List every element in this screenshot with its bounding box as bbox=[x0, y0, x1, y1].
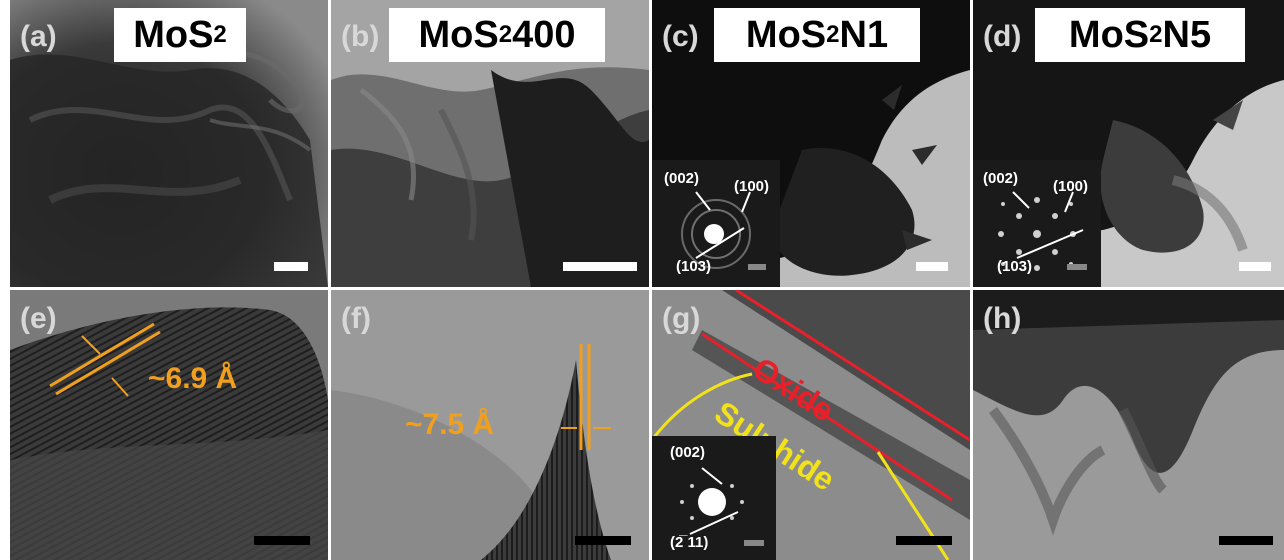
panel-a-title: MoS 2 bbox=[114, 8, 246, 62]
panel-c-title-sub: 2 bbox=[826, 21, 840, 48]
panel-d-inset-002: (002) bbox=[983, 170, 1019, 187]
panel-c-diffraction-inset: (002) (100) (103) bbox=[652, 160, 780, 287]
panel-d-inset-103: (103) bbox=[997, 258, 1033, 275]
panel-a: (a) MoS 2 bbox=[10, 0, 328, 287]
panel-h-scale-bar bbox=[1219, 536, 1273, 545]
panel-a-title-sub: 2 bbox=[213, 21, 227, 48]
panel-g-image bbox=[652, 290, 970, 560]
panel-f-scale-bar bbox=[575, 536, 631, 545]
panel-c-scale-bar bbox=[916, 262, 948, 271]
panel-f: (f) ~7.5 Å bbox=[331, 290, 649, 560]
panel-a-title-main: MoS bbox=[133, 13, 214, 56]
panel-d-scale-bar bbox=[1239, 262, 1271, 271]
panel-d: (d) MoS 2 N5 (002) (100) (103) bbox=[973, 0, 1284, 287]
panel-c-image bbox=[652, 0, 970, 287]
panel-d-title-sub: 2 bbox=[1149, 21, 1163, 48]
panel-d-title: MoS 2 N5 bbox=[1035, 8, 1245, 62]
panel-f-image bbox=[331, 290, 649, 560]
panel-c-title: MoS 2 N1 bbox=[714, 8, 920, 62]
panel-g-scale-bar bbox=[896, 536, 952, 545]
panel-f-spacing-label: ~7.5 Å bbox=[405, 408, 495, 441]
panel-h-label: (h) bbox=[983, 302, 1022, 335]
panel-b-title-sub: 2 bbox=[498, 21, 513, 48]
panel-a-label: (a) bbox=[20, 20, 57, 53]
panel-b-scale-bar bbox=[563, 262, 637, 271]
panel-a-scale-bar bbox=[274, 262, 308, 271]
panel-c-inset-002: (002) bbox=[664, 170, 700, 187]
panel-h-image bbox=[973, 290, 1284, 560]
panel-g-inset-211: (2̅ 11) bbox=[670, 534, 709, 551]
panel-c-inset-103: (103) bbox=[676, 258, 712, 275]
panel-e-image bbox=[10, 290, 328, 560]
panel-c-label: (c) bbox=[662, 20, 699, 53]
panel-e-spacing-label: ~6.9 Å bbox=[148, 362, 238, 395]
panel-e-scale-bar bbox=[254, 536, 310, 545]
panel-f-label: (f) bbox=[341, 302, 371, 335]
panel-c-diffraction-pattern bbox=[681, 191, 766, 270]
panel-b-title-suffix: 400 bbox=[512, 13, 576, 56]
panel-e: (e) ~6.9 Å bbox=[10, 290, 328, 560]
panel-d-title-main: MoS bbox=[1068, 13, 1150, 56]
panel-h: (h) bbox=[973, 290, 1284, 560]
panel-g: (g) Oxide Sulphide (002) (2̅ 11) bbox=[652, 290, 970, 560]
panel-d-diffraction-pattern bbox=[998, 191, 1087, 271]
panel-b: (b) MoS 2 400 bbox=[331, 0, 649, 287]
panel-e-label: (e) bbox=[20, 302, 57, 335]
panel-g-diffraction-inset: (002) (2̅ 11) bbox=[652, 436, 776, 560]
panel-d-diffraction-inset: (002) (100) (103) bbox=[973, 160, 1101, 287]
panel-d-label: (d) bbox=[983, 20, 1022, 53]
panel-g-inset-002: (002) bbox=[670, 444, 706, 461]
panel-g-label: (g) bbox=[662, 302, 701, 335]
panel-b-title-main: MoS bbox=[418, 13, 499, 56]
panel-g-diffraction-pattern bbox=[680, 467, 764, 546]
panel-b-label: (b) bbox=[341, 20, 380, 53]
panel-c-title-suffix: N1 bbox=[839, 13, 889, 56]
panel-b-title: MoS 2 400 bbox=[389, 8, 605, 62]
panel-c: (c) MoS 2 N1 (002) (100) (103) bbox=[652, 0, 970, 287]
panel-d-title-suffix: N5 bbox=[1162, 13, 1212, 56]
panel-c-title-main: MoS bbox=[745, 13, 827, 56]
panel-d-inset-100: (100) bbox=[1053, 178, 1089, 195]
panel-c-inset-100: (100) bbox=[734, 178, 770, 195]
